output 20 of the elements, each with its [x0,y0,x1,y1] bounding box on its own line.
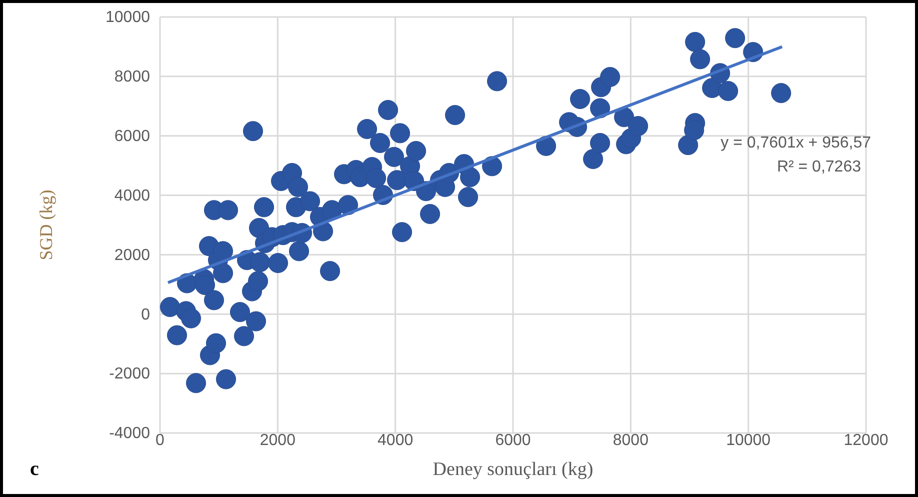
x-axis-title: Deney sonuçları (kg) [432,459,594,480]
y-tick-label: 2000 [114,246,150,264]
x-tick-label: 0 [156,432,165,449]
x-tick-label: 10000 [726,432,771,449]
y-tick-label: -4000 [109,425,150,442]
x-tick-label: 4000 [378,432,414,449]
x-tick-label: 2000 [260,432,296,449]
y-tick-label: -2000 [109,366,150,383]
annotation: R² = 0,7263 [776,158,862,176]
text: c [30,458,39,480]
annotation: y = 0,7601x + 956,57 [720,134,872,152]
y-tick-label: 10000 [106,9,150,26]
y-tick-label: 8000 [114,68,150,86]
x-tick-label: 6000 [495,432,531,449]
y-axis-title: SGD (kg) [36,190,56,260]
y-tick-label: 0 [141,306,150,324]
y-tick-label: 6000 [114,128,150,145]
y-tick-label: 4000 [114,187,150,204]
x-tick-label: 8000 [612,432,649,449]
x-tick-label: 12000 [844,432,888,449]
